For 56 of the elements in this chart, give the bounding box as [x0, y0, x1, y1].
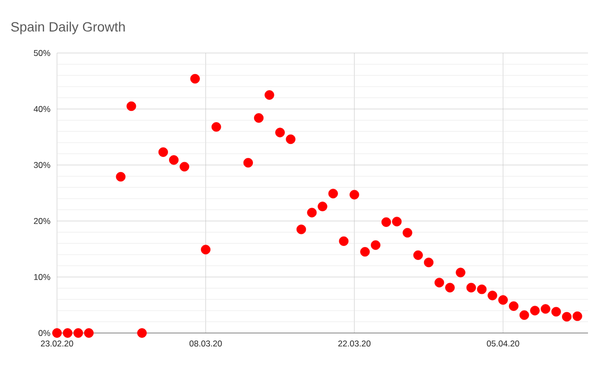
point — [413, 250, 423, 260]
point — [307, 208, 317, 218]
point — [445, 282, 455, 292]
point — [264, 90, 274, 100]
point — [84, 328, 94, 338]
point — [212, 122, 222, 132]
point — [530, 306, 540, 316]
point — [180, 162, 190, 172]
point — [275, 128, 285, 138]
point — [52, 328, 62, 338]
point — [456, 268, 466, 278]
x-tick-label: 08.03.20 — [190, 340, 222, 347]
point — [540, 304, 550, 314]
point — [190, 74, 200, 84]
point — [381, 217, 392, 227]
point — [116, 172, 126, 182]
point — [498, 295, 508, 305]
point — [402, 228, 412, 238]
y-tick-label: 50% — [34, 50, 50, 56]
x-tick-label: 05.04.20 — [486, 340, 520, 347]
point — [360, 247, 370, 257]
point — [551, 306, 561, 317]
point — [434, 278, 444, 288]
y-tick-label: 0% — [38, 330, 50, 336]
point — [392, 216, 402, 226]
point — [158, 147, 168, 157]
point — [488, 290, 498, 300]
point — [137, 328, 147, 338]
y-tick-label: 10% — [34, 274, 50, 280]
point — [338, 236, 349, 246]
chart-title: Spain Daily Growth — [11, 22, 125, 34]
x-tick-label: 22.03.20 — [338, 340, 371, 347]
point — [62, 328, 72, 338]
point — [318, 202, 328, 212]
point — [328, 188, 338, 198]
y-tick-label: 40% — [34, 106, 50, 112]
point — [286, 134, 296, 144]
point — [254, 113, 264, 123]
point — [424, 258, 434, 268]
point — [572, 311, 582, 321]
point — [169, 155, 179, 165]
point — [200, 244, 210, 254]
point — [350, 190, 360, 200]
point — [466, 282, 476, 292]
point — [73, 328, 84, 338]
point — [477, 284, 487, 294]
point — [508, 301, 518, 311]
y-tick-label: 30% — [34, 162, 50, 168]
point — [243, 158, 253, 168]
x-tick-label: 23.02.20 — [40, 340, 74, 347]
point — [126, 101, 136, 111]
point — [562, 312, 572, 322]
point — [296, 224, 306, 234]
point — [519, 310, 530, 320]
point — [370, 240, 380, 250]
y-tick-label: 20% — [34, 218, 50, 224]
